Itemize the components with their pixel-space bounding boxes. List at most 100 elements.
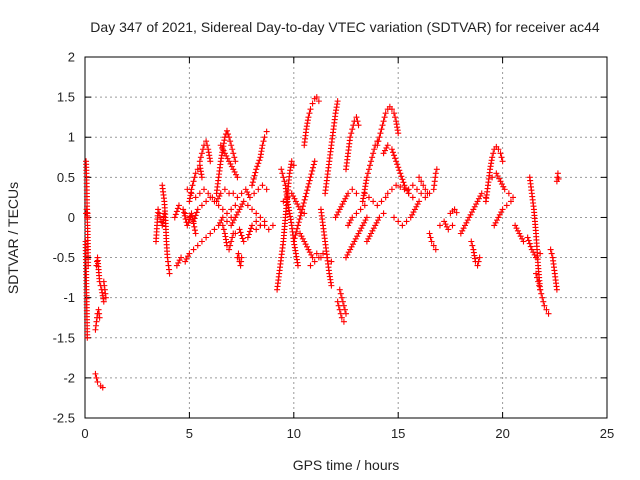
data-point bbox=[392, 114, 399, 121]
data-point bbox=[176, 257, 183, 264]
data-point bbox=[357, 206, 364, 213]
data-point bbox=[184, 222, 191, 229]
data-point bbox=[372, 222, 379, 229]
data-point bbox=[349, 186, 356, 193]
data-point bbox=[236, 226, 243, 233]
data-point bbox=[256, 157, 263, 164]
series-s52 bbox=[447, 206, 460, 217]
data-point bbox=[353, 190, 360, 197]
data-point bbox=[292, 232, 299, 239]
data-point bbox=[201, 186, 208, 193]
data-point bbox=[340, 198, 347, 205]
data-point bbox=[244, 234, 251, 241]
data-point bbox=[198, 202, 205, 209]
data-point bbox=[537, 286, 544, 293]
data-point bbox=[232, 214, 239, 221]
data-point bbox=[300, 200, 307, 207]
series-s46 bbox=[391, 198, 423, 229]
x-axis-label: GPS time / hours bbox=[293, 457, 400, 473]
data-point bbox=[309, 254, 316, 261]
data-point bbox=[190, 246, 197, 253]
data-point bbox=[432, 170, 439, 177]
data-point bbox=[245, 191, 252, 198]
data-point bbox=[191, 227, 198, 234]
data-point bbox=[207, 158, 214, 165]
data-point bbox=[365, 166, 372, 173]
series-s39 bbox=[345, 202, 368, 229]
data-point bbox=[381, 114, 388, 121]
data-point bbox=[499, 158, 506, 165]
data-point bbox=[524, 234, 531, 241]
data-point bbox=[470, 206, 477, 213]
data-point bbox=[409, 182, 416, 189]
data-point bbox=[370, 225, 377, 232]
data-point bbox=[294, 225, 301, 232]
series-s07 bbox=[100, 278, 109, 301]
data-point bbox=[333, 211, 340, 218]
data-point bbox=[172, 211, 179, 218]
data-point bbox=[365, 235, 372, 242]
data-point bbox=[490, 150, 497, 157]
data-point bbox=[233, 171, 240, 178]
data-point bbox=[466, 214, 473, 221]
data-point bbox=[302, 241, 309, 248]
data-point bbox=[303, 190, 310, 197]
data-point bbox=[349, 241, 356, 248]
data-point bbox=[174, 205, 181, 212]
data-point bbox=[477, 193, 484, 200]
data-point bbox=[358, 225, 365, 232]
data-point bbox=[217, 219, 224, 226]
data-point bbox=[380, 118, 387, 125]
data-point bbox=[306, 110, 313, 117]
data-point bbox=[180, 209, 187, 216]
data-point bbox=[228, 222, 235, 229]
data-point bbox=[393, 182, 400, 189]
data-point bbox=[221, 186, 228, 193]
data-point bbox=[223, 218, 230, 225]
data-point bbox=[216, 193, 223, 200]
data-point bbox=[215, 202, 222, 209]
data-point bbox=[302, 193, 309, 200]
series-s08 bbox=[152, 206, 168, 245]
data-point bbox=[338, 203, 345, 210]
data-point bbox=[236, 206, 243, 213]
data-point bbox=[240, 238, 247, 245]
data-point bbox=[305, 246, 312, 253]
data-point bbox=[496, 175, 503, 182]
data-point bbox=[311, 158, 318, 165]
data-point bbox=[498, 154, 505, 161]
data-point bbox=[301, 238, 308, 245]
data-point bbox=[364, 170, 371, 177]
data-point bbox=[291, 235, 298, 242]
data-point bbox=[279, 170, 286, 177]
data-point bbox=[246, 194, 253, 201]
y-tick-label: -1 bbox=[63, 290, 75, 305]
series-s42 bbox=[363, 210, 387, 245]
data-point bbox=[189, 182, 196, 189]
data-point bbox=[338, 294, 345, 301]
data-point bbox=[228, 163, 235, 170]
data-point bbox=[459, 227, 466, 234]
data-point bbox=[468, 238, 475, 245]
data-point bbox=[384, 142, 391, 149]
series-s41 bbox=[361, 190, 389, 209]
data-point bbox=[299, 235, 306, 242]
data-point bbox=[377, 130, 384, 137]
series-s01 bbox=[83, 158, 92, 269]
data-point bbox=[229, 234, 236, 241]
data-point bbox=[376, 134, 383, 141]
data-point bbox=[220, 226, 227, 233]
data-point bbox=[536, 282, 543, 289]
data-point bbox=[291, 195, 298, 202]
data-point bbox=[228, 238, 235, 245]
data-point bbox=[84, 334, 91, 341]
data-point bbox=[391, 152, 398, 159]
data-point bbox=[369, 154, 376, 161]
data-point bbox=[229, 219, 236, 226]
data-point bbox=[257, 214, 264, 221]
data-point bbox=[203, 198, 210, 205]
x-tick-label: 20 bbox=[495, 426, 509, 441]
data-point bbox=[219, 144, 226, 151]
data-point bbox=[469, 242, 476, 249]
data-points bbox=[82, 94, 562, 391]
